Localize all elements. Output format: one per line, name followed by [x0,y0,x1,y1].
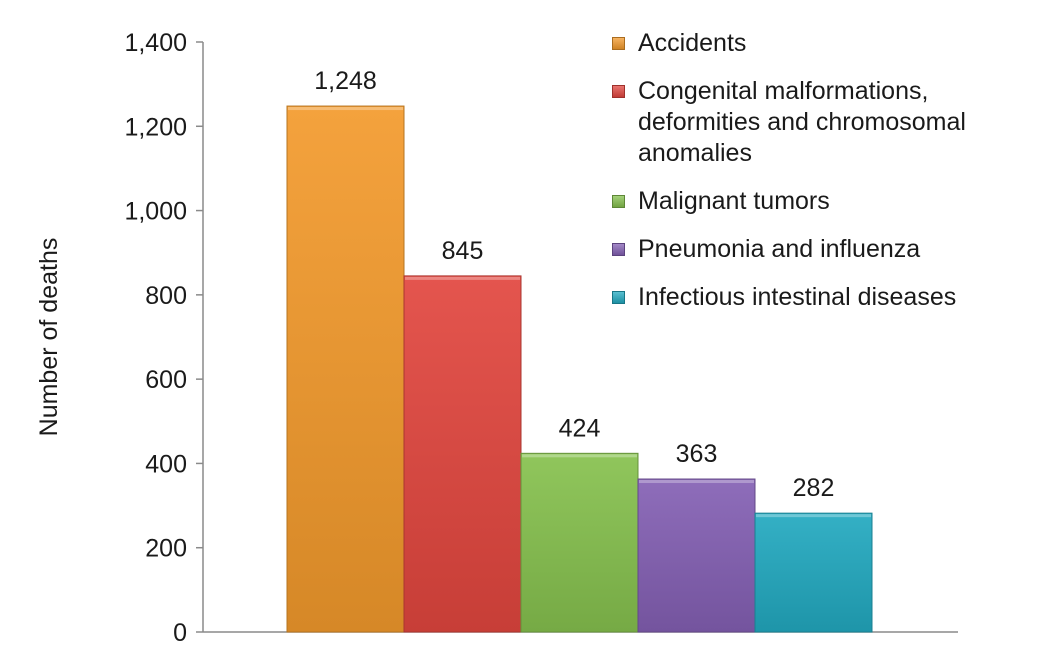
bar-highlight [288,107,403,111]
bar-highlight [522,454,637,458]
y-tick-label: 0 [173,619,187,647]
data-label: 282 [793,474,835,502]
y-axis-title: Number of deaths [35,238,63,437]
bar-highlight [405,276,520,280]
y-axis: 0 200 400 600 800 1,000 1,200 1,400 [124,29,958,647]
legend-item: Malignant tumors [612,186,1042,217]
data-label: 424 [559,414,601,442]
bar [520,452,639,633]
legend-label: Congenital malformations, deformities an… [638,77,966,167]
legend-swatch [612,85,625,98]
data-label: 1,248 [314,67,377,95]
y-tick-label: 800 [145,282,187,310]
y-tick-label: 1,200 [124,113,187,141]
bar [637,478,756,633]
legend-swatch [612,37,625,50]
y-tick-label: 600 [145,366,187,394]
legend-item: Congenital malformations, deformities an… [612,76,1042,169]
bar [754,512,873,633]
legend-swatch [612,243,625,256]
data-label: 363 [676,440,718,468]
legend-label: Infectious intestinal diseases [638,283,957,311]
legend-swatch [612,195,625,208]
data-labels: 1,248 845 424 363 282 [314,67,834,502]
y-tick-label: 200 [145,535,187,563]
legend-label: Malignant tumors [638,187,830,215]
bar-highlight [639,480,754,484]
legend-label: Accidents [638,29,747,57]
bar-highlight [756,514,871,518]
y-tick-label: 400 [145,450,187,478]
legend-item: Infectious intestinal diseases [612,282,1042,313]
legend-label: Pneumonia and influenza [638,235,921,263]
legend-item: Pneumonia and influenza [612,234,1042,265]
legend: Accidents Congenital malformations, defor… [612,28,1042,313]
y-tick-label: 1,000 [124,198,187,226]
data-label: 845 [442,237,484,265]
y-tick-label: 1,400 [124,29,187,57]
bar [403,275,522,633]
bar [286,105,405,633]
legend-item: Accidents [612,28,1042,59]
legend-swatch [612,291,625,304]
bars [286,105,873,633]
